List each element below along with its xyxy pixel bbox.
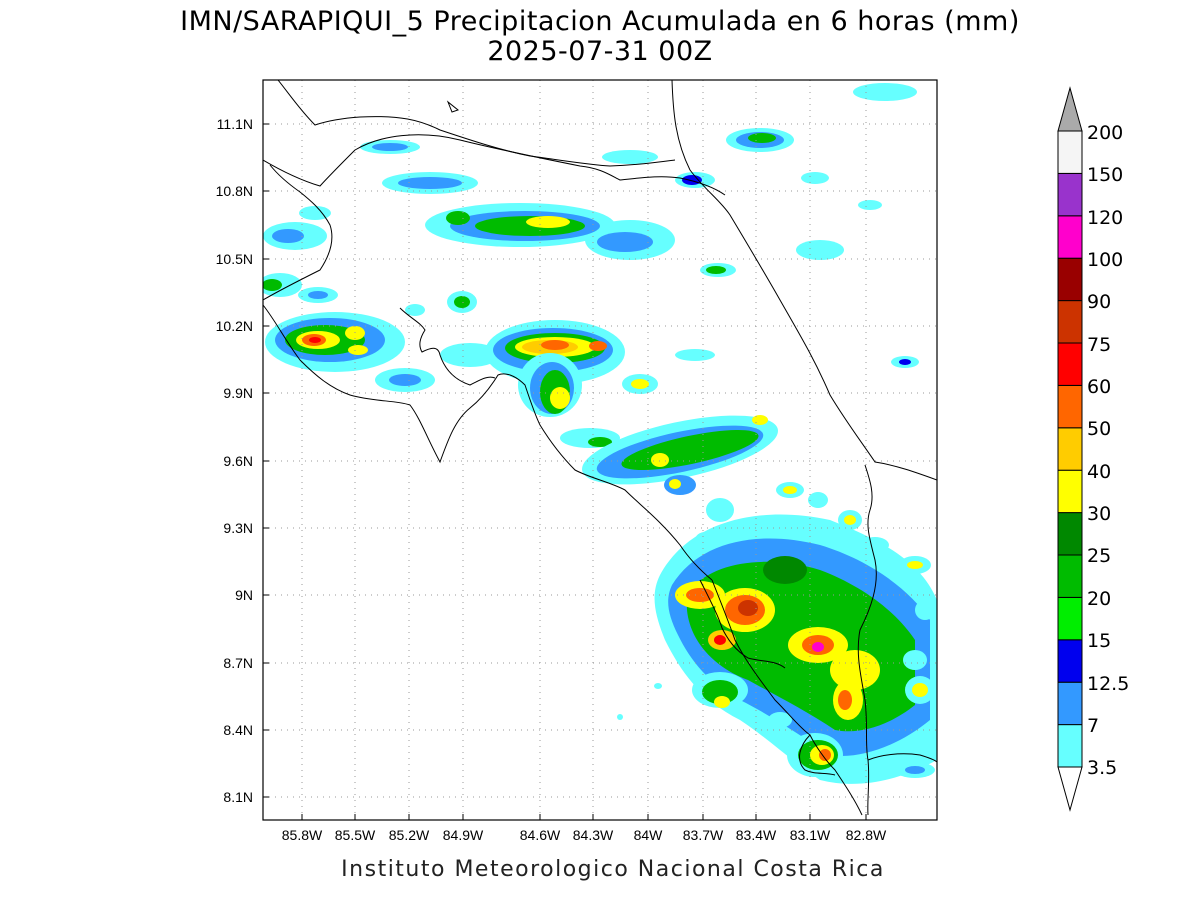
lon-tick-label: 85.5W [335,827,376,843]
colorbar-swatch [1057,596,1083,641]
pacific-coast-north [263,304,713,581]
precip-cluster-central-north [485,320,715,417]
colorbar-swatch [1057,257,1083,302]
colorbar-label: 40 [1087,461,1111,483]
lon-tick-label: 84W [634,827,664,843]
nicaragua-lake-shore [277,80,676,167]
map-subtitle: 2025-07-31 00Z [487,36,712,67]
island-outline [446,100,460,113]
coastlines-borders [263,80,937,816]
colorbar-swatch [1057,639,1083,683]
lat-tick-label: 9N [235,587,253,603]
colorbar-label: 100 [1087,249,1123,271]
colorbar-label: 12.5 [1087,673,1129,695]
colorbar-swatch [1057,724,1083,768]
lon-tick-label: 83.7W [683,827,724,843]
map-frame [262,79,938,821]
lat-tick-label: 8.1N [223,789,253,805]
colorbar-label: 3.5 [1087,757,1117,779]
colorbar-swatch [1057,427,1083,471]
colorbar-over-triangle [1057,86,1083,132]
lat-axis: 11.1N 10.8N 10.5N 10.2N 9.9N 9.6N 9.3N 9… [216,116,269,805]
colorbar-swatch [1057,512,1083,556]
panama-coast [867,753,937,763]
lat-tick-label: 9.3N [223,520,253,536]
caribbean-coast [671,80,937,481]
colorbar-label: 150 [1087,164,1123,186]
colorbar-swatch [1057,384,1083,429]
lon-axis: 85.8W 85.5W 85.2W 84.9W 84.6W 84.3W 84W … [282,814,887,843]
lon-tick-label: 84.6W [520,827,561,843]
ecuador-side [699,579,786,669]
lon-tick-label: 82.8W [846,827,887,843]
pacific-coast-south [711,579,863,816]
osa-peninsula [799,734,836,776]
colorbar-labels: 3.5 7 12.5 15 20 25 30 40 50 60 75 90 10… [1087,122,1129,779]
colorbar-label: 60 [1087,376,1111,398]
colorbar-label: 200 [1087,122,1123,144]
colorbar-swatch [1057,215,1083,259]
lat-tick-label: 10.8N [216,183,253,199]
lat-tick-label: 8.4N [223,722,253,738]
colorbar-label: 15 [1087,630,1111,652]
colorbar-under-triangle [1057,766,1083,812]
colorbar-label: 50 [1087,418,1111,440]
colorbar-swatch [1057,130,1083,174]
colorbar-label: 75 [1087,334,1111,356]
colorbar-label: 90 [1087,291,1111,313]
map-panel: 85.8W 85.5W 85.2W 84.9W 84.6W 84.3W 84W … [216,79,938,843]
nicoya-gulf-shore [399,307,496,386]
lon-tick-label: 85.8W [282,827,323,843]
colorbar-swatch [1057,342,1083,386]
lat-tick-label: 10.5N [216,251,253,267]
colorbar-swatch [1057,681,1083,726]
lon-tick-label: 84.3W [573,827,614,843]
lon-tick-label: 83.4W [736,827,777,843]
graticule [263,80,937,820]
colorbar-label: 120 [1087,207,1123,229]
colorbar-label: 30 [1087,503,1111,525]
colorbar: 3.5 7 12.5 15 20 25 30 40 50 60 75 90 10… [1057,86,1129,812]
map-title: IMN/SARAPIQUI_5 Precipitacion Acumulada … [180,6,1020,37]
colorbar-label: 7 [1087,715,1099,737]
lon-tick-label: 84.9W [443,827,484,843]
lat-tick-label: 11.1N [217,116,253,132]
lon-tick-label: 85.2W [389,827,430,843]
lat-tick-label: 8.7N [223,655,253,671]
lon-tick-label: 83.1W [790,827,831,843]
colorbar-swatch [1057,172,1083,217]
precip-cluster-central-band [560,356,919,495]
colorbar-label: 20 [1087,588,1111,610]
precip-cluster-guanacaste [263,203,615,392]
lat-tick-label: 9.6N [223,453,253,469]
colorbar-swatch [1057,469,1083,514]
lat-tick-label: 10.2N [216,318,253,334]
lat-tick-label: 9.9N [223,385,253,401]
precip-cluster-north [263,83,917,277]
colorbar-label: 25 [1087,545,1111,567]
north-peninsula [263,164,333,301]
colorbar-swatch [1057,554,1083,598]
colorbar-boxes [1057,130,1083,768]
colorbar-swatch [1057,300,1083,344]
credit-footer: Instituto Meteorologico Nacional Costa R… [341,857,885,882]
